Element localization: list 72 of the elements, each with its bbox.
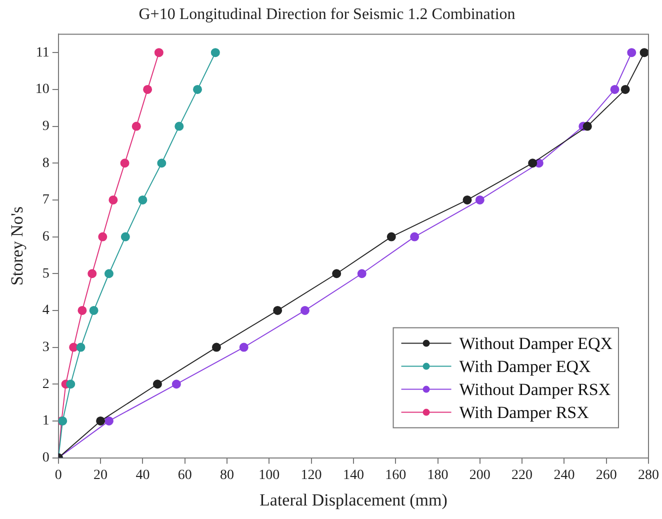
y-tick-label: 6 bbox=[42, 229, 50, 244]
chart-title: G+10 Longitudinal Direction for Seismic 1.2 Combination bbox=[138, 6, 516, 23]
point bbox=[300, 306, 310, 315]
point bbox=[88, 269, 97, 278]
y-tick-label: 5 bbox=[42, 266, 50, 282]
x-tick-label: 20 bbox=[94, 468, 108, 483]
y-axis-title: Storey No's bbox=[8, 206, 27, 286]
point bbox=[212, 342, 221, 352]
y-tick-label: 2 bbox=[42, 376, 50, 392]
point bbox=[96, 416, 106, 426]
point bbox=[582, 122, 592, 131]
x-tick-label: 100 bbox=[258, 468, 280, 483]
point bbox=[157, 158, 166, 168]
point bbox=[386, 232, 396, 242]
legend-label: With Damper EQX bbox=[459, 356, 591, 376]
point bbox=[192, 84, 202, 94]
point bbox=[357, 269, 366, 278]
point bbox=[475, 195, 484, 204]
point bbox=[152, 380, 162, 389]
x-tick-label: 120 bbox=[300, 468, 322, 483]
y-tick-label: 7 bbox=[42, 192, 50, 208]
point bbox=[78, 306, 87, 315]
point bbox=[620, 84, 630, 94]
point bbox=[640, 48, 648, 58]
point bbox=[273, 306, 282, 315]
legend-label: Without Damper EQX bbox=[459, 334, 613, 353]
point bbox=[138, 195, 148, 204]
y-tick-label: 3 bbox=[42, 340, 50, 355]
x-tick-label: 220 bbox=[512, 468, 533, 483]
y-tick-label: 4 bbox=[42, 303, 50, 318]
x-tick-label: 40 bbox=[136, 468, 150, 483]
point bbox=[66, 380, 76, 389]
point bbox=[132, 122, 141, 131]
point bbox=[98, 232, 108, 242]
point bbox=[410, 232, 420, 242]
point bbox=[120, 158, 130, 168]
legend-label: With Damper RSX bbox=[459, 402, 589, 422]
point bbox=[120, 232, 130, 242]
x-tick-label: 180 bbox=[427, 468, 448, 483]
x-tick-label: 280 bbox=[638, 468, 659, 483]
x-tick-label: 240 bbox=[554, 468, 575, 483]
x-tick-label: 140 bbox=[342, 468, 364, 483]
point bbox=[239, 342, 248, 352]
point bbox=[104, 269, 114, 278]
point bbox=[108, 195, 118, 204]
point bbox=[174, 122, 184, 131]
y-tick-label: 11 bbox=[36, 45, 50, 60]
point bbox=[143, 84, 152, 94]
point bbox=[528, 158, 538, 168]
x-tick-label: 60 bbox=[178, 468, 192, 483]
y-tick-label: 9 bbox=[42, 118, 50, 134]
point bbox=[610, 84, 620, 94]
point bbox=[104, 416, 114, 426]
point bbox=[154, 48, 164, 58]
point bbox=[462, 195, 472, 204]
y-tick-label: 1 bbox=[42, 414, 50, 429]
point bbox=[172, 380, 181, 389]
point bbox=[89, 306, 98, 315]
x-tick-label: 0 bbox=[54, 468, 62, 483]
y-tick-label: 0 bbox=[42, 450, 50, 466]
x-tick-label: 260 bbox=[596, 468, 617, 483]
legend-label: Without Damper RSX bbox=[459, 380, 611, 399]
y-tick-label: 10 bbox=[35, 82, 50, 98]
point bbox=[332, 269, 342, 278]
point bbox=[627, 48, 636, 58]
x-tick-label: 80 bbox=[220, 468, 234, 483]
x-tick-label: 160 bbox=[385, 468, 406, 483]
point bbox=[76, 342, 86, 352]
x-tick-label: 200 bbox=[469, 468, 490, 483]
y-tick-label: 8 bbox=[42, 156, 50, 171]
point bbox=[210, 48, 220, 58]
x-axis-title: Lateral Displacement (mm) bbox=[260, 490, 448, 510]
